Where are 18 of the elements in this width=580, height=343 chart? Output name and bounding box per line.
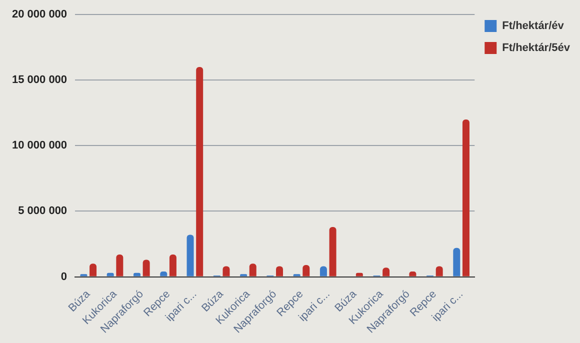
bar <box>329 226 336 276</box>
bar <box>196 67 204 276</box>
legend-label: Ft/hektár/5év <box>502 42 571 54</box>
legend-label: Ft/hektár/év <box>502 20 565 32</box>
bar <box>169 254 176 276</box>
bar <box>90 264 97 276</box>
y-tick-label: 10 000 000 <box>12 140 68 152</box>
bar <box>116 254 124 276</box>
bar <box>142 260 150 276</box>
y-tick-label: 15 000 000 <box>12 74 68 86</box>
y-tick-label: 20 000 000 <box>12 8 68 21</box>
bar <box>249 264 256 276</box>
bar <box>186 234 194 276</box>
y-tick-label: 5 000 000 <box>18 205 68 218</box>
bar <box>302 264 310 276</box>
bar <box>462 119 470 276</box>
bar <box>453 248 460 276</box>
y-tick-label: 0 <box>60 270 68 283</box>
